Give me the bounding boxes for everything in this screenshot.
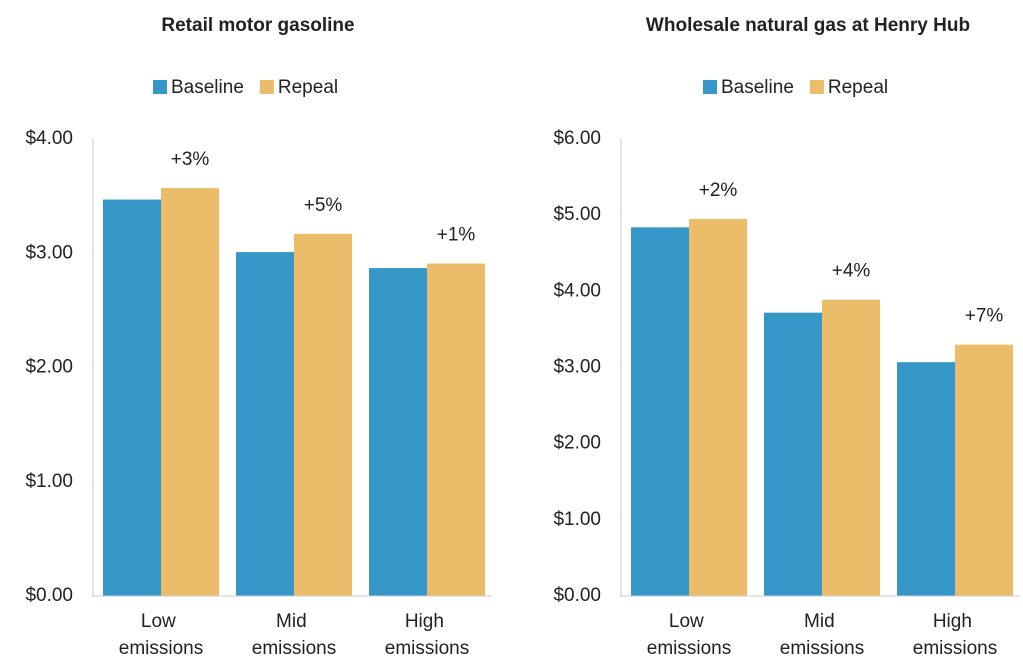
bar — [822, 299, 880, 596]
x-tick-line: High — [933, 611, 977, 632]
bar — [427, 263, 485, 596]
bar — [764, 312, 822, 596]
y-tick-label: $2.00 — [553, 433, 601, 454]
annotation: +1% — [437, 225, 476, 246]
bar — [161, 188, 219, 596]
bar — [369, 268, 427, 596]
chart-title: Wholesale natural gas at Henry Hub — [646, 15, 970, 36]
legend-label: Baseline — [171, 77, 244, 98]
x-tick-label: Mid emissions — [252, 611, 336, 659]
x-tick-line: emissions — [252, 638, 336, 659]
bar — [103, 199, 161, 597]
x-tick-label: Mid emissions — [780, 611, 864, 659]
y-tick-label: $0.00 — [553, 585, 601, 606]
bar — [631, 227, 689, 596]
x-tick-line: High — [405, 611, 449, 632]
x-tick-label: Low emissions — [647, 611, 731, 659]
y-tick-label: $2.00 — [25, 357, 73, 378]
legend-label: Repeal — [828, 77, 888, 98]
x-tick-label: Low emissions — [119, 611, 203, 659]
annotation: +3% — [171, 149, 210, 170]
x-tick-label: High emissions — [913, 611, 997, 659]
x-tick-line: emissions — [385, 638, 469, 659]
y-tick-label: $4.00 — [25, 128, 73, 149]
bar — [897, 362, 955, 596]
annotation: +4% — [832, 261, 871, 282]
y-tick-label: $3.00 — [553, 357, 601, 378]
legend-swatch — [153, 80, 167, 94]
y-tick-label: $5.00 — [553, 204, 601, 225]
x-tick-line: emissions — [647, 638, 731, 659]
bar — [236, 252, 294, 597]
x-tick-line: emissions — [119, 638, 203, 659]
x-tick-line: Low — [141, 611, 181, 632]
bar — [955, 344, 1013, 596]
y-tick-label: $4.00 — [553, 280, 601, 301]
annotation: +5% — [304, 195, 343, 216]
x-tick-line: Low — [669, 611, 709, 632]
y-tick-label: $0.00 — [25, 585, 73, 606]
x-tick-line: emissions — [913, 638, 997, 659]
y-tick-label: $3.00 — [25, 242, 73, 263]
y-tick-label: $6.00 — [553, 128, 601, 149]
bar — [294, 233, 352, 596]
legend-label: Baseline — [721, 77, 794, 98]
chart-title: Retail motor gasoline — [161, 15, 354, 36]
legend-swatch — [809, 80, 824, 94]
annotation: +7% — [965, 306, 1004, 327]
legend-swatch — [259, 80, 274, 94]
x-tick-line: emissions — [780, 638, 864, 659]
x-tick-line: Mid — [276, 611, 312, 632]
y-tick-label: $1.00 — [25, 471, 73, 492]
legend-swatch — [703, 80, 717, 94]
annotation: +2% — [699, 180, 738, 201]
x-tick-line: Mid — [804, 611, 840, 632]
y-tick-label: $1.00 — [553, 509, 601, 530]
legend-label: Repeal — [278, 77, 338, 98]
bar — [689, 218, 747, 596]
x-tick-label: High emissions — [385, 611, 469, 659]
